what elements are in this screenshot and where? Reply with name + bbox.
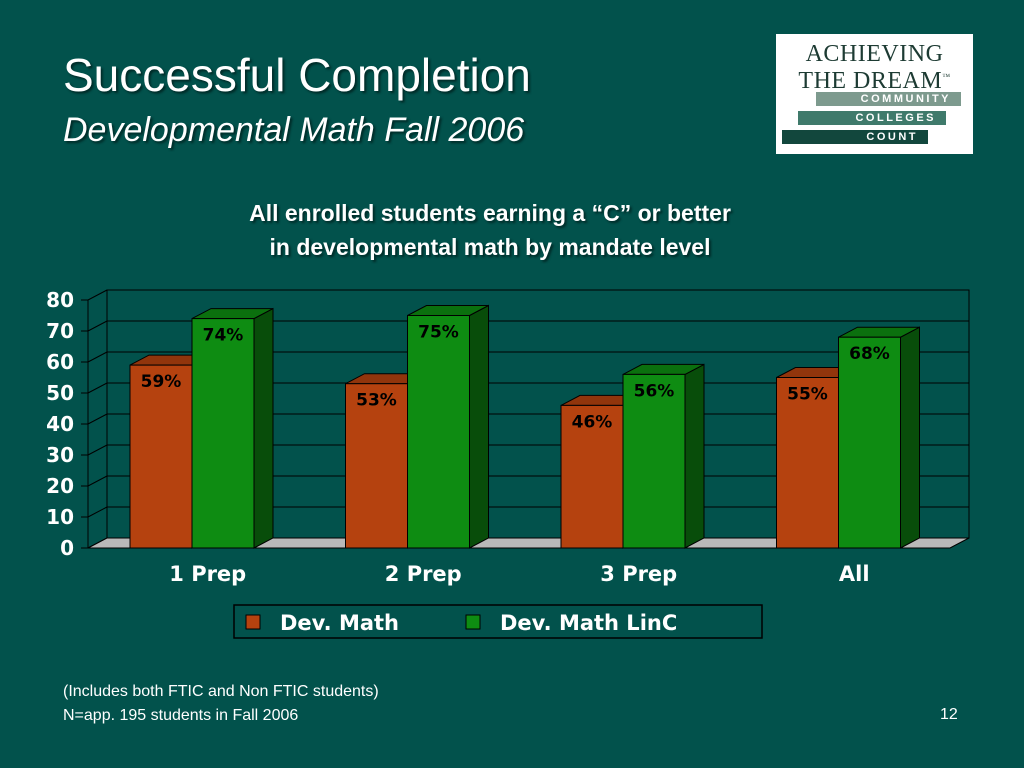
bar-dev-math-linc: [622, 373, 686, 549]
chart-heading-line-1: All enrolled students earning a “C” or b…: [249, 200, 731, 226]
grid-diagonal: [87, 320, 108, 332]
bar-side: [684, 363, 705, 549]
y-tick-label: 50: [46, 381, 74, 405]
legend-label: Dev. Math: [280, 611, 399, 635]
bar-dev-math-linc: [838, 336, 901, 549]
grid-diagonal: [87, 475, 108, 487]
y-tick-label: 60: [46, 350, 74, 374]
logo-line-1: ACHIEVING: [805, 41, 944, 67]
footnote-line-2: N=app. 195 students in Fall 2006: [63, 707, 299, 724]
achieving-the-dream-logo: ACHIEVING THE DREAM™ COMMUNITY COLLEGES …: [776, 34, 973, 154]
slide-title: Successful Completion: [63, 49, 531, 101]
data-label: 74%: [203, 326, 244, 346]
y-tick-label: 30: [46, 443, 74, 467]
grid-diagonal: [87, 289, 108, 301]
page-number: 12: [940, 706, 958, 723]
y-tick-label: 40: [46, 412, 74, 436]
bar-dev-math: [129, 364, 193, 549]
legend-box: [233, 604, 763, 639]
y-tick-label: 20: [46, 474, 74, 498]
y-tick-label: 0: [60, 536, 74, 560]
logo-bar-count: COUNT: [782, 130, 928, 144]
y-tick-label: 70: [46, 319, 74, 343]
bar-side: [469, 304, 489, 549]
logo-line-2-text: THE DREAM: [798, 68, 943, 94]
data-label: 55%: [787, 385, 828, 405]
grid-diagonal: [87, 413, 108, 425]
x-tick-label: 1 Prep: [169, 562, 246, 586]
slide-subtitle: Developmental Math Fall 2006: [63, 111, 525, 149]
bar-dev-math: [345, 383, 408, 549]
grid-diagonal: [87, 506, 108, 518]
bar-dev-math: [776, 377, 839, 549]
y-tick-label: 80: [46, 288, 74, 312]
x-tick-label: All: [839, 562, 870, 586]
data-label: 75%: [418, 323, 459, 343]
x-tick-label: 2 Prep: [385, 562, 462, 586]
logo-bar-colleges: COLLEGES: [798, 111, 946, 125]
logo-trademark: ™: [942, 72, 951, 81]
footnote-line-1: (Includes both FTIC and Non FTIC student…: [63, 683, 379, 700]
y-tick-label: 10: [46, 505, 74, 529]
logo-bar-community: COMMUNITY: [816, 92, 961, 106]
legend-swatch: [245, 614, 261, 630]
bar-dev-math-linc: [191, 318, 255, 549]
chart-heading-line-2: in developmental math by mandate level: [269, 234, 711, 260]
data-label: 56%: [634, 381, 675, 401]
bar-side: [253, 307, 274, 549]
data-label: 46%: [572, 412, 613, 432]
data-label: 59%: [141, 372, 182, 392]
bar-side: [900, 326, 920, 549]
x-tick-label: 3 Prep: [600, 562, 677, 586]
bar-dev-math-linc: [407, 315, 470, 549]
grid-diagonal: [87, 382, 108, 394]
data-label: 53%: [356, 391, 397, 411]
grid-diagonal: [87, 444, 108, 456]
grid-diagonal: [87, 351, 108, 363]
data-label: 68%: [849, 344, 890, 364]
legend-swatch: [465, 614, 481, 630]
logo-line-2: THE DREAM™: [776, 65, 973, 93]
legend-label: Dev. Math LinC: [500, 611, 677, 635]
